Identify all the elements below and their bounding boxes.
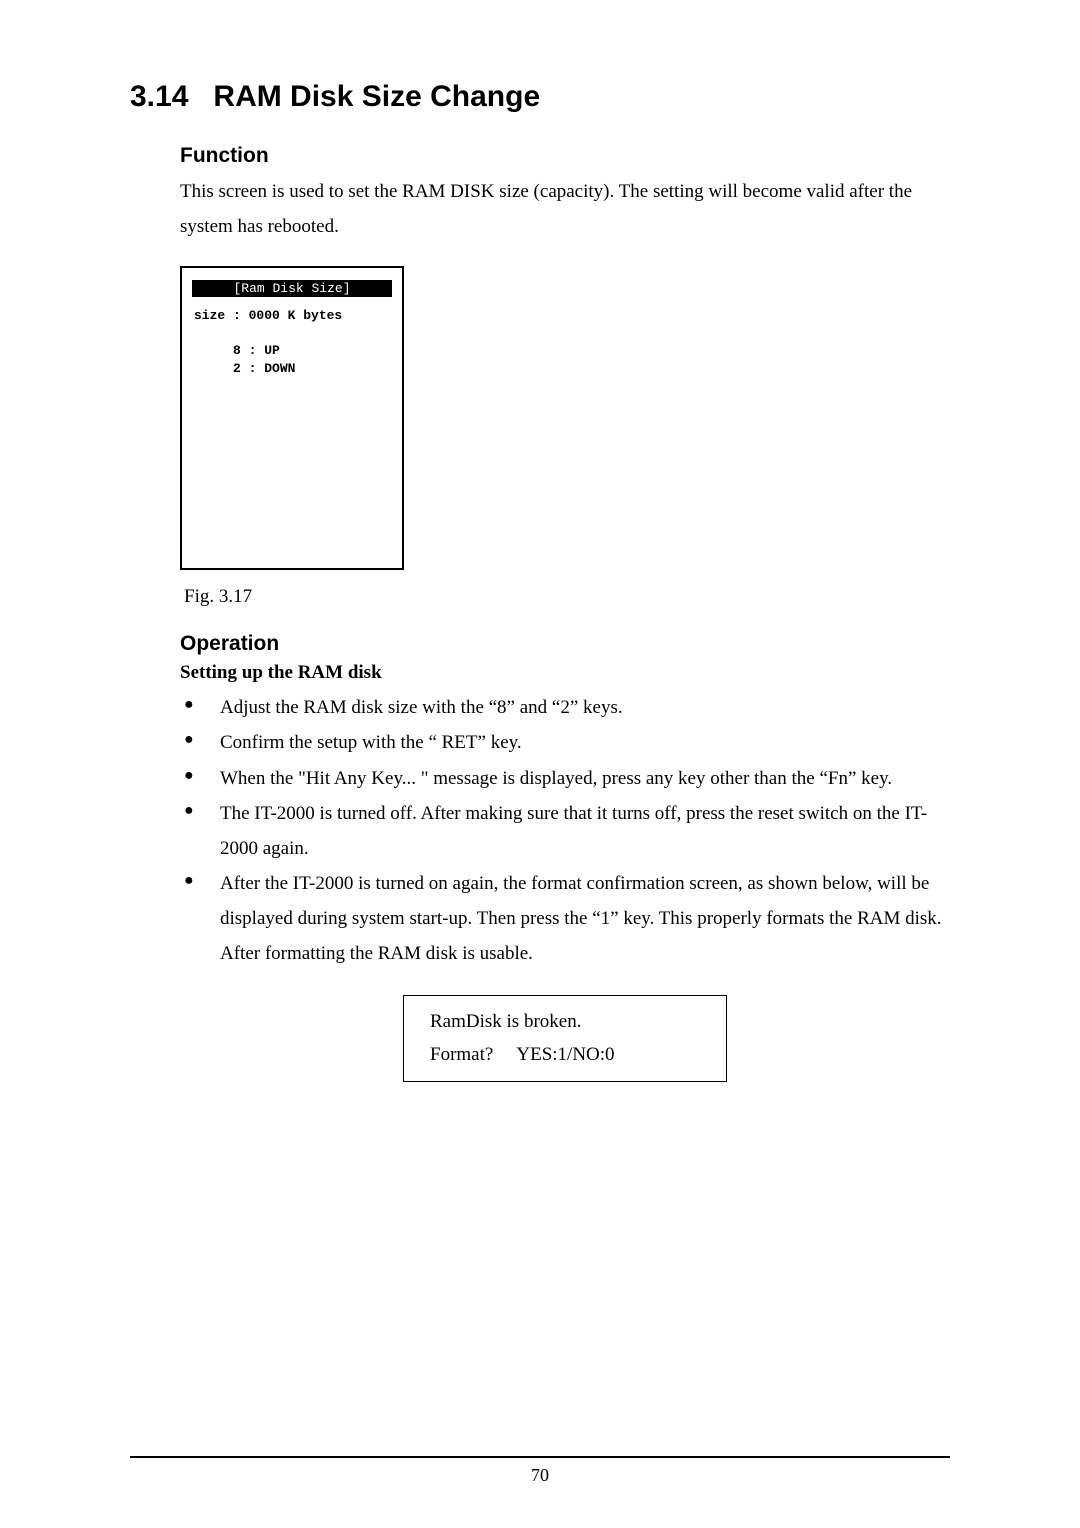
section-title: 3.14 RAM Disk Size Change <box>130 80 950 114</box>
footer-rule <box>130 1456 950 1458</box>
setting-title: Setting up the RAM disk <box>180 662 950 684</box>
dialog-line1: RamDisk is broken. <box>430 1006 700 1038</box>
screenshot-body: size : 0000 K bytes 8 : UP 2 : DOWN <box>182 303 402 381</box>
function-heading: Function <box>180 144 950 168</box>
section-title-text: RAM Disk Size Change <box>213 80 540 113</box>
list-item: Adjust the RAM disk size with the “8” an… <box>180 690 950 725</box>
bullet-text: The IT-2000 is turned off. After making … <box>220 803 927 859</box>
page-number: 70 <box>0 1465 1080 1486</box>
screen-line-up: 8 : UP <box>194 343 280 358</box>
bullet-text: Confirm the setup with the “ RET” key. <box>220 732 522 753</box>
list-item: After the IT-2000 is turned on again, th… <box>180 866 950 971</box>
page-container: 3.14 RAM Disk Size Change Function This … <box>0 0 1080 1122</box>
bullet-text: Adjust the RAM disk size with the “8” an… <box>220 697 623 718</box>
operation-bullets: Adjust the RAM disk size with the “8” an… <box>180 690 950 971</box>
format-dialog: RamDisk is broken. Format? YES:1/NO:0 <box>403 995 727 1082</box>
figure-caption: Fig. 3.17 <box>184 586 950 608</box>
ram-disk-screenshot: [Ram Disk Size] size : 0000 K bytes 8 : … <box>180 266 404 570</box>
operation-heading: Operation <box>180 632 950 656</box>
screen-line-size: size : 0000 K bytes <box>194 308 342 323</box>
screen-line-down: 2 : DOWN <box>194 361 295 376</box>
function-body: This screen is used to set the RAM DISK … <box>180 174 950 244</box>
section-number: 3.14 <box>130 80 188 113</box>
screenshot-titlebar: [Ram Disk Size] <box>192 280 392 297</box>
list-item: The IT-2000 is turned off. After making … <box>180 796 950 866</box>
dialog-line2: Format? YES:1/NO:0 <box>430 1039 700 1071</box>
bullet-text: After the IT-2000 is turned on again, th… <box>220 873 942 964</box>
bullet-text: When the "Hit Any Key... " message is di… <box>220 768 892 789</box>
list-item: Confirm the setup with the “ RET” key. <box>180 725 950 760</box>
content-block: Function This screen is used to set the … <box>180 144 950 1082</box>
list-item: When the "Hit Any Key... " message is di… <box>180 761 950 796</box>
